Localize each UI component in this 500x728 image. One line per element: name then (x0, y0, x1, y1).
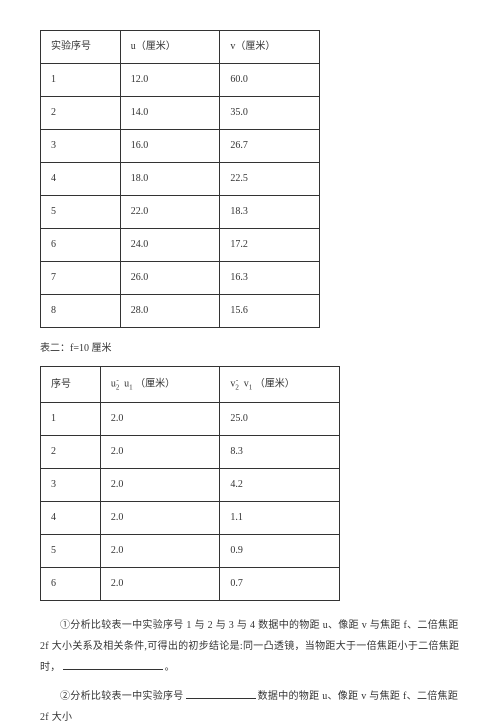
cell-seq: 4 (41, 502, 101, 535)
table-row: 214.035.0 (41, 97, 320, 130)
table-row: 624.017.2 (41, 229, 320, 262)
cell-v: 16.3 (220, 262, 320, 295)
col-header-dv: v2- v1 （厘米） (220, 367, 340, 403)
col-header-du: u2- u1 （厘米） (100, 367, 220, 403)
cell-seq: 5 (41, 196, 121, 229)
cell-u: 26.0 (120, 262, 220, 295)
table-row: 12.025.0 (41, 403, 340, 436)
cell-u: 18.0 (120, 163, 220, 196)
col-header-seq2: 序号 (41, 367, 101, 403)
cell-dv: 8.3 (220, 436, 340, 469)
cell-v: 17.2 (220, 229, 320, 262)
cell-seq: 2 (41, 97, 121, 130)
cell-dv: 0.7 (220, 568, 340, 601)
cell-du: 2.0 (100, 502, 220, 535)
table-header-row: 序号 u2- u1 （厘米） v2- v1 （厘米） (41, 367, 340, 403)
cell-seq: 1 (41, 64, 121, 97)
cell-seq: 6 (41, 568, 101, 601)
cell-seq: 1 (41, 403, 101, 436)
cell-dv: 0.9 (220, 535, 340, 568)
cell-dv: 25.0 (220, 403, 340, 436)
cell-v: 26.7 (220, 130, 320, 163)
cell-v: 15.6 (220, 295, 320, 328)
cell-u: 24.0 (120, 229, 220, 262)
table-row: 112.060.0 (41, 64, 320, 97)
cell-v: 60.0 (220, 64, 320, 97)
cell-du: 2.0 (100, 436, 220, 469)
cell-seq: 6 (41, 229, 121, 262)
cell-u: 14.0 (120, 97, 220, 130)
cell-u: 28.0 (120, 295, 220, 328)
fill-blank-1[interactable] (63, 658, 163, 670)
cell-dv: 1.1 (220, 502, 340, 535)
col-header-v: v（厘米） (220, 31, 320, 64)
cell-du: 2.0 (100, 568, 220, 601)
col-header-seq: 实验序号 (41, 31, 121, 64)
cell-v: 22.5 (220, 163, 320, 196)
cell-u: 12.0 (120, 64, 220, 97)
table-row: 62.00.7 (41, 568, 340, 601)
experiment-table-2: 序号 u2- u1 （厘米） v2- v1 （厘米） 12.025.022.08… (40, 366, 340, 601)
cell-v: 35.0 (220, 97, 320, 130)
cell-seq: 7 (41, 262, 121, 295)
cell-du: 2.0 (100, 535, 220, 568)
table-row: 418.022.5 (41, 163, 320, 196)
cell-v: 18.3 (220, 196, 320, 229)
table-row: 828.015.6 (41, 295, 320, 328)
cell-du: 2.0 (100, 469, 220, 502)
fill-blank-2[interactable] (186, 687, 256, 699)
table-row: 22.08.3 (41, 436, 340, 469)
cell-du: 2.0 (100, 403, 220, 436)
table2-caption: 表二：f=10 厘米 (40, 342, 460, 356)
table-row: 52.00.9 (41, 535, 340, 568)
cell-dv: 4.2 (220, 469, 340, 502)
table-row: 32.04.2 (41, 469, 340, 502)
question-2-text-a: ②分析比较表一中实验序号 (60, 691, 184, 702)
cell-seq: 2 (41, 436, 101, 469)
table-row: 42.01.1 (41, 502, 340, 535)
cell-seq: 5 (41, 535, 101, 568)
table-header-row: 实验序号 u（厘米） v（厘米） (41, 31, 320, 64)
table-row: 522.018.3 (41, 196, 320, 229)
table-row: 726.016.3 (41, 262, 320, 295)
question-1-end: 。 (165, 662, 175, 673)
cell-seq: 3 (41, 469, 101, 502)
question-1: ①分析比较表一中实验序号 1 与 2 与 3 与 4 数据中的物距 u、像距 v… (40, 615, 460, 678)
cell-u: 16.0 (120, 130, 220, 163)
experiment-table-1: 实验序号 u（厘米） v（厘米） 112.060.0214.035.0316.0… (40, 30, 320, 328)
cell-seq: 4 (41, 163, 121, 196)
question-2: ②分析比较表一中实验序号数据中的物距 u、像距 v 与焦距 f、二倍焦距 2f … (40, 686, 460, 728)
cell-seq: 8 (41, 295, 121, 328)
cell-seq: 3 (41, 130, 121, 163)
cell-u: 22.0 (120, 196, 220, 229)
col-header-u: u（厘米） (120, 31, 220, 64)
table-row: 316.026.7 (41, 130, 320, 163)
